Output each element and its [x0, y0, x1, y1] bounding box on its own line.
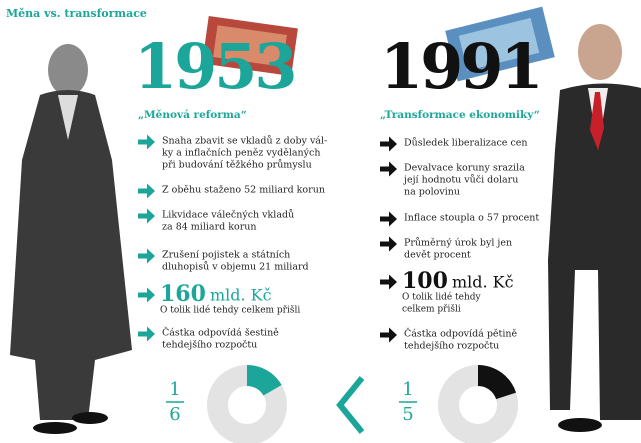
bullet-arrow	[380, 237, 397, 252]
bullet-text: její hodnotu vůči dolaru	[403, 174, 518, 186]
budget-text: Částka odpovídá pětině	[404, 328, 518, 340]
fraction-denominator: 6	[169, 404, 180, 425]
fraction-numerator: 1	[169, 379, 180, 400]
fraction-denominator: 5	[402, 404, 413, 425]
bullet-text: Likvidace válečných vkladů	[162, 209, 294, 221]
subtitle: „Měnová reforma“	[138, 109, 247, 121]
year: 1991	[380, 30, 541, 103]
highlight-unit: mld. Kč	[210, 286, 272, 305]
bullet-text: ky a inflačních peněz vydělaných	[162, 148, 320, 159]
bullet-arrow	[380, 212, 397, 227]
comparison-chevron	[340, 378, 362, 432]
bullet-text: Z oběhu staženo 52 miliard korun	[162, 185, 325, 196]
budget-text: Částka odpovídá šestině	[162, 327, 279, 339]
highlight-note: O tolik lidé tehdy celkem přišli	[160, 305, 300, 316]
subtitle: „Transformace ekonomiky“	[380, 109, 540, 121]
highlight-note: celkem přišli	[402, 304, 461, 315]
highlight-note: O tolik lidé tehdy	[402, 292, 482, 303]
donut-slice	[478, 365, 516, 399]
photo-left	[10, 44, 132, 434]
highlight-amount: 100	[402, 268, 448, 294]
bullet-arrow	[138, 135, 155, 150]
bullet-text: Důsledek liberalizace cen	[404, 137, 528, 149]
bullet-arrow	[380, 328, 397, 343]
highlight-unit: mld. Kč	[452, 273, 514, 292]
fraction-numerator: 1	[402, 379, 413, 400]
bullet-text: Devalvace koruny srazila	[404, 163, 525, 174]
bullet-arrow	[138, 288, 155, 303]
bullet-text: Snaha zbavit se vkladů z doby vál-	[162, 135, 327, 147]
bullet-arrow	[380, 275, 397, 290]
bullet-text: Zrušení pojistek a státních	[162, 250, 290, 261]
infographic: Měna vs. transformace 1953 „Měnová reform…	[0, 0, 641, 443]
highlight-amount: 160	[160, 281, 206, 307]
bullet-text: Průměrný úrok byl jen	[404, 237, 512, 249]
photo-right	[548, 24, 641, 432]
bullet-text: Inflace stoupla o 57 procent	[404, 213, 539, 224]
budget-text: tehdejšího rozpočtu	[404, 341, 499, 352]
bullet-text: devět procent	[404, 250, 471, 261]
year: 1953	[134, 30, 295, 103]
bullet-text: při budování těžkého průmyslu	[162, 159, 312, 171]
budget-text: tehdejšího rozpočtu	[162, 340, 257, 351]
bullet-arrow	[138, 184, 155, 199]
bullet-text: na polovinu	[404, 187, 460, 198]
bullet-text: za 84 miliard korun	[162, 222, 256, 233]
bullet-arrow	[380, 137, 397, 152]
bullet-arrow	[138, 327, 155, 342]
bullet-text: dluhopisů v objemu 21 miliard	[162, 261, 309, 273]
title: Měna vs. transformace	[6, 7, 147, 20]
bullet-arrow	[380, 162, 397, 177]
bullet-arrow	[138, 249, 155, 264]
bullet-arrow	[138, 209, 155, 224]
